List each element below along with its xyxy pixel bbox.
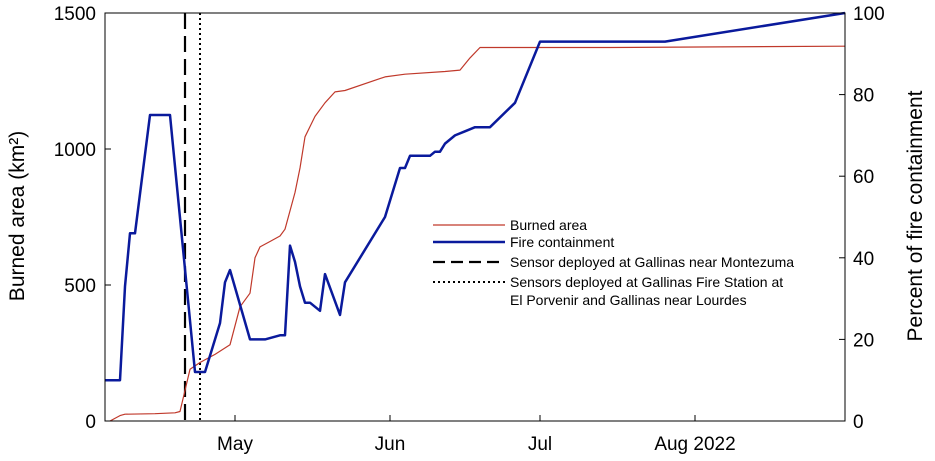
legend-label-sensor-montezuma: Sensor deployed at Gallinas near Montezu… xyxy=(510,254,794,270)
right-ticks: 0 20 40 60 80 100 xyxy=(839,4,885,433)
x-ticks: May Jun Jul Aug 2022 xyxy=(217,415,736,455)
right-tick-label: 20 xyxy=(853,330,874,351)
x-tick-label: Aug 2022 xyxy=(654,434,735,455)
right-axis-label: Percent of fire containment xyxy=(904,90,927,341)
right-tick-label: 0 xyxy=(853,412,864,433)
right-tick-label: 80 xyxy=(853,86,874,107)
legend-label-burned-area: Burned area xyxy=(510,217,587,233)
x-tick-label: Jul xyxy=(528,434,552,455)
legend-label-sensors-el-porvenir: Sensors deployed at Gallinas Fire Statio… xyxy=(510,274,783,290)
left-tick-label: 1000 xyxy=(54,140,96,161)
left-tick-label: 500 xyxy=(64,276,96,297)
right-tick-label: 40 xyxy=(853,249,874,270)
plot-frame xyxy=(104,12,846,422)
x-tick-label: May xyxy=(217,434,253,455)
left-axis-label: Burned area (km²) xyxy=(6,131,29,301)
x-tick-label: Jun xyxy=(375,434,406,455)
series-layer xyxy=(105,11,846,422)
legend-label-fire-containment: Fire containment xyxy=(510,234,614,250)
left-ticks: 0 500 1000 1500 xyxy=(54,4,111,433)
series-fire-containment-line xyxy=(105,11,846,382)
left-tick-label: 0 xyxy=(85,412,96,433)
legend: Burned area Fire containment Sensor depl… xyxy=(433,217,794,308)
right-tick-label: 60 xyxy=(853,167,874,188)
series-burned-area-line xyxy=(109,45,846,422)
left-tick-label: 1500 xyxy=(54,4,96,25)
vertical-markers xyxy=(183,13,201,421)
right-tick-label: 100 xyxy=(853,4,885,25)
legend-label-sensors-el-porvenir-line2: El Porvenir and Gallinas near Lourdes xyxy=(510,292,747,308)
